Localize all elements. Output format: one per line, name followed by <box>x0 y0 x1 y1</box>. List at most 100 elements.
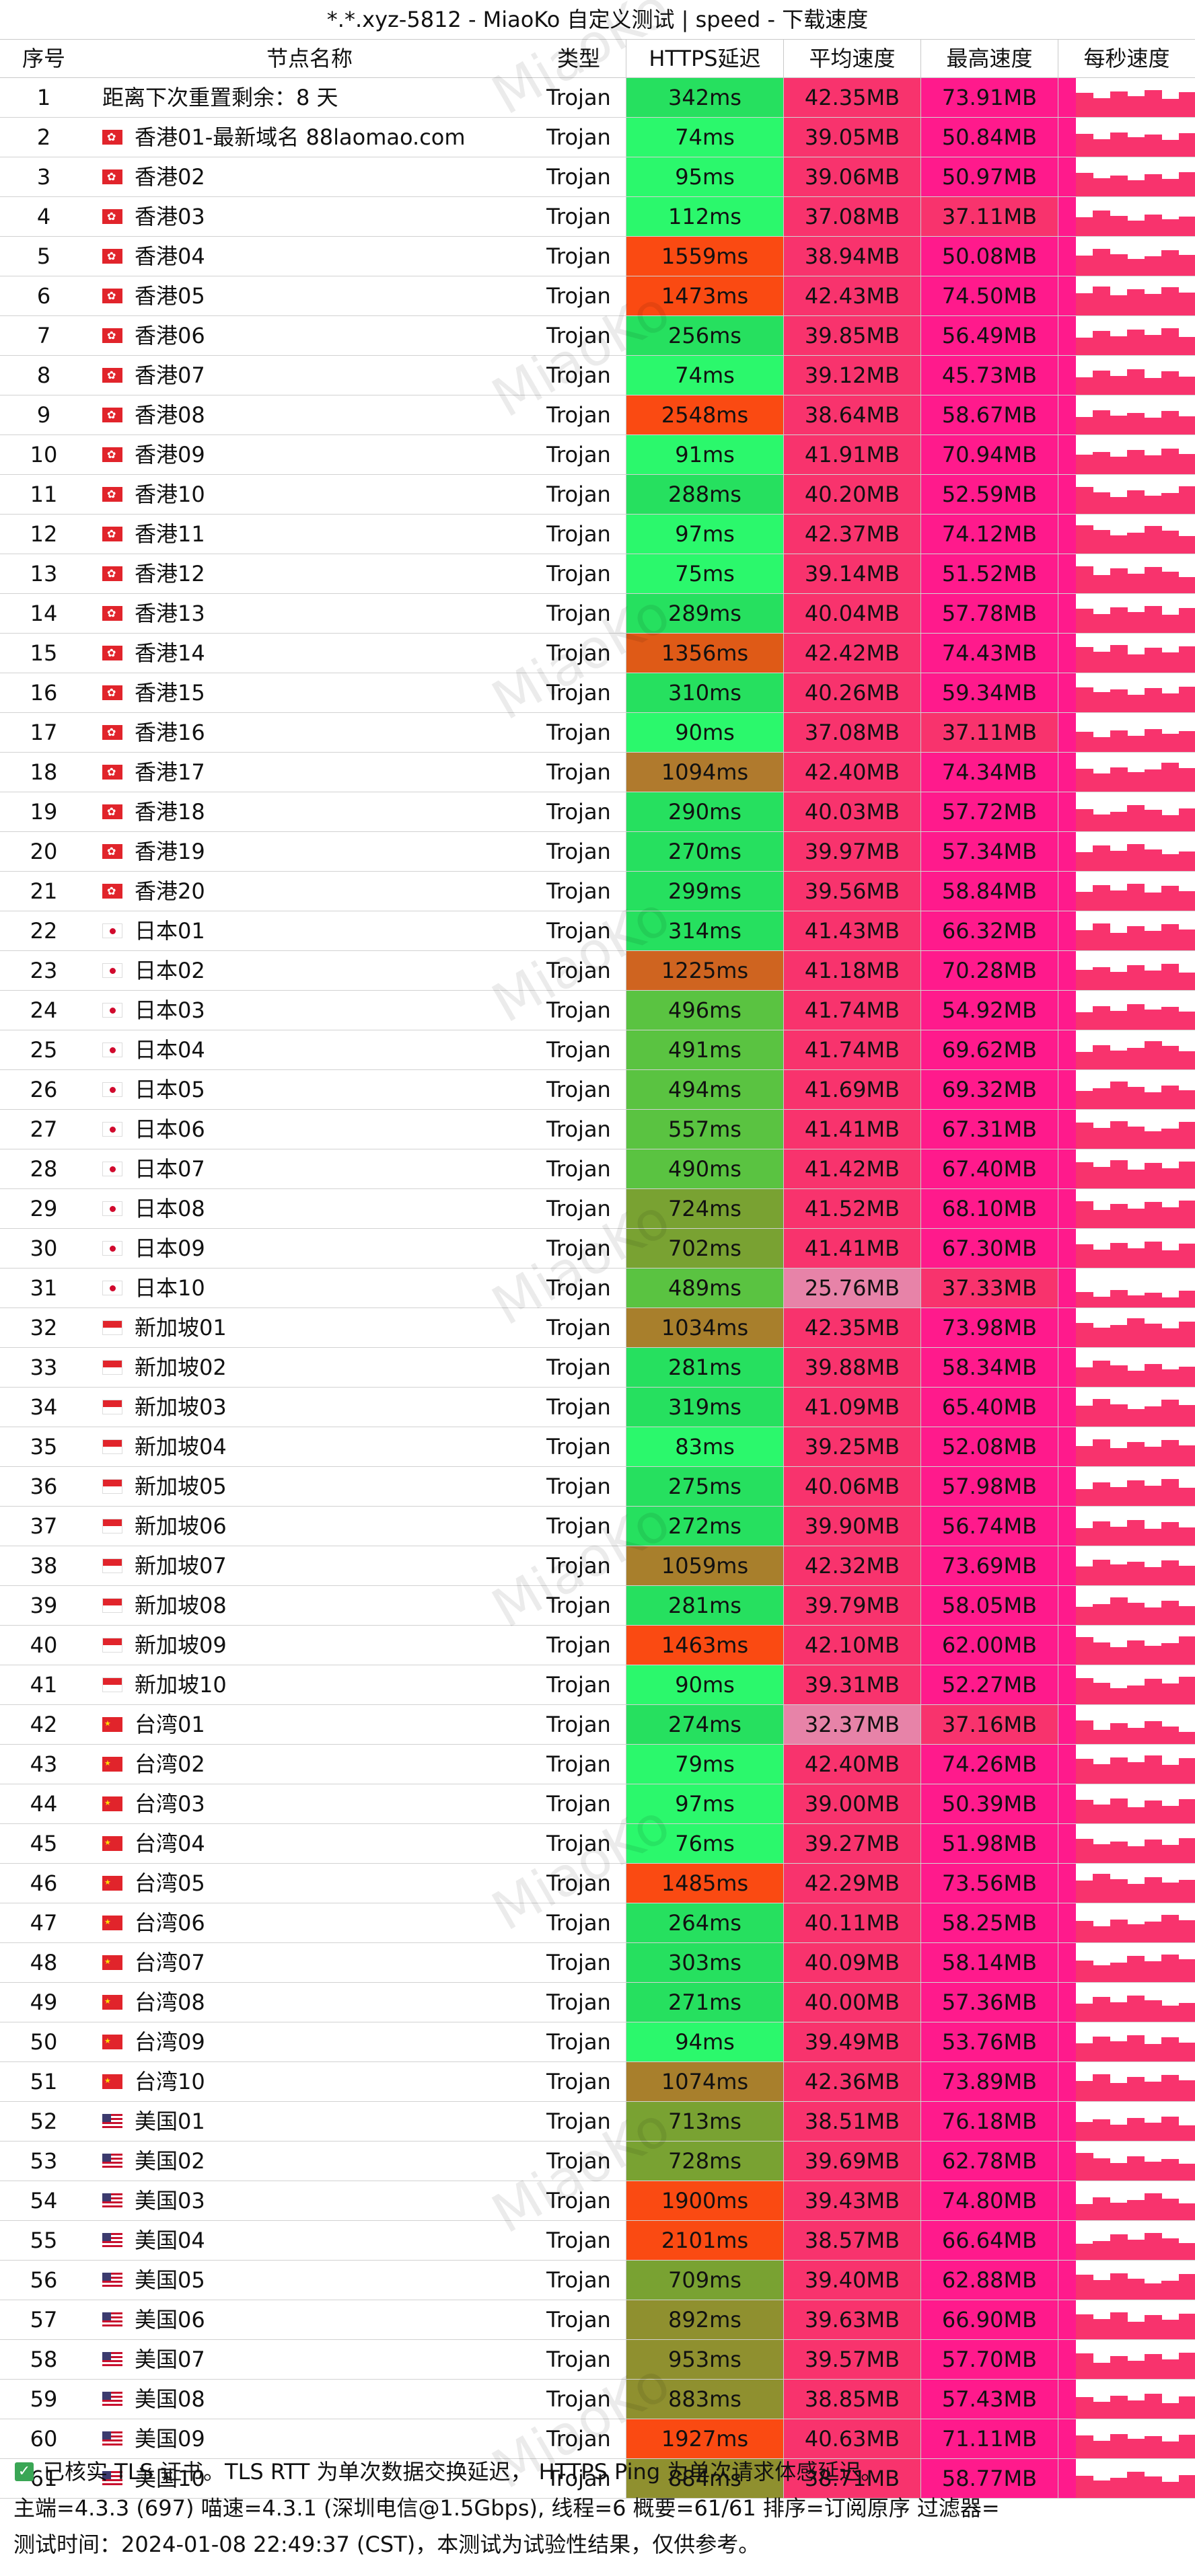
speed-bar <box>1144 1364 1162 1387</box>
node-type: Trojan <box>546 799 611 825</box>
avg-speed: 42.36MB <box>783 2062 920 2101</box>
per-second-speed-chart <box>1058 1546 1195 1585</box>
max-speed: 57.98MB <box>920 1467 1058 1506</box>
speed-bar <box>1178 2274 1195 2300</box>
speed-bar <box>1144 2436 1162 2458</box>
speed-bar <box>1075 969 1093 990</box>
speed-bar <box>1178 1161 1195 1188</box>
node-name-cell: 香港11 <box>87 515 532 554</box>
https-latency: 310ms <box>626 673 783 712</box>
speed-bar <box>1127 1004 1145 1030</box>
avg-speed: 41.69MB <box>783 1070 920 1109</box>
speed-bar <box>1093 1729 1110 1744</box>
speed-bar <box>1075 1445 1093 1466</box>
speed-bar <box>1127 412 1145 434</box>
speed-bar <box>1178 1677 1195 1704</box>
table-row: 53 美国02 Trojan 728ms 39.69MB 62.78MB <box>0 2142 1195 2181</box>
node-type: Trojan <box>546 1553 611 1579</box>
speed-sparkline <box>1058 872 1195 911</box>
per-second-speed-chart <box>1058 118 1195 157</box>
speed-bar <box>1110 1688 1128 1704</box>
hk-flag-icon <box>102 594 122 633</box>
node-name-cell: 美国02 <box>87 2142 532 2181</box>
speed-bar <box>1058 1308 1076 1347</box>
speed-bar <box>1075 93 1093 117</box>
speed-bar <box>1144 728 1162 752</box>
per-second-speed-chart <box>1058 1110 1195 1149</box>
speed-bar <box>1127 96 1145 117</box>
node-name-cell: 日本04 <box>87 1030 532 1069</box>
speed-bar <box>1144 1801 1162 1823</box>
speed-bar <box>1093 814 1110 831</box>
row-index: 33 <box>30 1355 58 1380</box>
speed-bar <box>1058 1427 1076 1466</box>
speed-bar <box>1178 2164 1195 2181</box>
speed-bar <box>1161 886 1179 911</box>
speed-sparkline <box>1058 2340 1195 2379</box>
speed-bar <box>1058 2459 1076 2498</box>
row-index: 21 <box>30 878 58 904</box>
per-second-speed-chart <box>1058 2022 1195 2061</box>
node-name: 台湾07 <box>135 1950 205 1975</box>
speed-bar <box>1178 1879 1195 1903</box>
speed-bar <box>1093 1683 1110 1704</box>
speed-bar <box>1178 2203 1195 2220</box>
speed-bar <box>1144 1406 1162 1427</box>
speed-sparkline <box>1058 1626 1195 1665</box>
speed-bar <box>1161 2238 1179 2260</box>
header-per-second-speed: 每秒速度 <box>1058 40 1195 77</box>
node-name-cell: 香港19 <box>87 832 532 871</box>
speed-bar <box>1144 1202 1162 1228</box>
speed-bar <box>1093 2241 1110 2260</box>
table-row: 24 日本03 Trojan 496ms 41.74MB 54.92MB <box>0 991 1195 1030</box>
per-second-speed-chart <box>1058 1626 1195 1665</box>
speed-bar <box>1075 930 1093 950</box>
node-name-cell: 香港16 <box>87 713 532 752</box>
node-name: 香港16 <box>135 720 205 745</box>
speed-bar <box>1110 1448 1128 1466</box>
avg-speed: 40.26MB <box>783 673 920 712</box>
speed-bar <box>1075 1607 1093 1625</box>
speed-bar <box>1161 1683 1179 1704</box>
us-flag-icon <box>102 2392 122 2407</box>
row-index: 6 <box>36 283 51 309</box>
speed-bar <box>1127 369 1145 395</box>
max-speed: 37.11MB <box>920 197 1058 236</box>
speed-bar <box>1178 486 1195 514</box>
speed-bar <box>1127 735 1145 752</box>
row-index: 34 <box>30 1394 58 1420</box>
speed-bar <box>1178 2042 1195 2061</box>
per-second-speed-chart <box>1058 2181 1195 2220</box>
speed-bar <box>1093 1521 1110 1546</box>
table-row: 34 新加坡03 Trojan 319ms 41.09MB 65.40MB <box>0 1388 1195 1427</box>
speed-sparkline <box>1058 594 1195 633</box>
avg-speed: 42.43MB <box>783 276 920 315</box>
speed-bar <box>1110 1597 1128 1625</box>
node-name: 新加坡07 <box>135 1553 227 1579</box>
max-speed: 62.78MB <box>920 2142 1058 2181</box>
hk-flag-icon <box>102 832 122 871</box>
node-type: Trojan <box>546 1116 611 1142</box>
speed-bar <box>1110 1290 1128 1308</box>
speed-bar <box>1127 259 1145 276</box>
node-name-cell: 新加坡10 <box>87 1665 532 1704</box>
node-name: 台湾06 <box>135 1910 205 1936</box>
speed-bar <box>1093 967 1110 990</box>
max-speed: 65.40MB <box>920 1388 1058 1427</box>
speed-bar <box>1178 1012 1195 1030</box>
avg-speed: 40.04MB <box>783 594 920 633</box>
speed-bar <box>1110 1203 1128 1228</box>
speed-bar <box>1178 1291 1195 1308</box>
speed-bar <box>1110 1919 1128 1942</box>
hk-flag-icon <box>102 276 122 315</box>
row-index: 56 <box>30 2267 58 2293</box>
speed-bar <box>1075 646 1093 673</box>
speed-bar <box>1058 2142 1076 2181</box>
speed-sparkline <box>1058 316 1195 355</box>
speed-bar <box>1144 849 1162 871</box>
speed-bar <box>1058 157 1076 196</box>
speed-bar <box>1110 1963 1128 1982</box>
speed-bar <box>1110 132 1128 157</box>
